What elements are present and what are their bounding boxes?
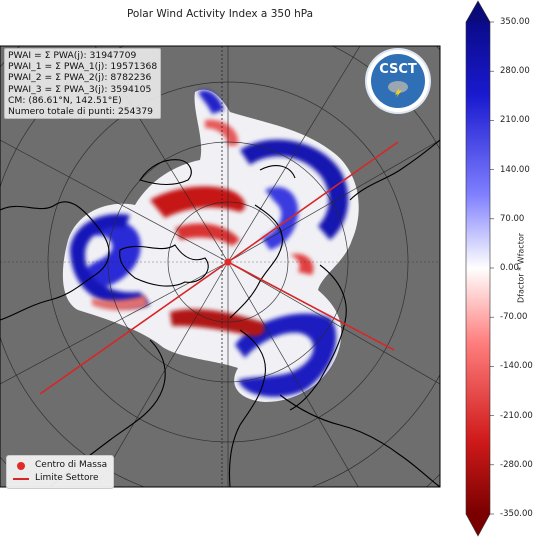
colorbar-tick-label: -280.00	[500, 459, 533, 470]
blue-band-west-outer	[70, 214, 150, 307]
map-panel	[0, 46, 440, 487]
red-band-east	[290, 253, 314, 275]
stat-center-of-mass: CM: (86.61°N, 142.51°E)	[8, 94, 122, 106]
colorbar-top-arrow	[466, 1, 490, 22]
legend-label-center-of-mass: Centro di Massa	[35, 460, 108, 470]
colorbar-tick-label: -70.00	[500, 312, 528, 323]
colorbar-tick-label: -350.00	[500, 509, 533, 519]
red-band-north	[150, 186, 246, 218]
colorbar-tick-label: 280.00	[500, 66, 530, 77]
stat-pwai-3: PWAI_3 = Σ PWA_3(j): 3594105	[8, 83, 152, 95]
sector-line-ne	[227, 141, 399, 263]
chart-title: Polar Wind Activity Index a 350 hPa	[126, 8, 314, 20]
map-frame	[0, 45, 441, 488]
colorbar-tick-label: -210.00	[500, 410, 533, 421]
colorbar-tick-label: 140.00	[500, 164, 530, 175]
red-band-west	[92, 295, 148, 311]
red-band-center	[175, 223, 240, 246]
map-legend: Centro di Massa Limite Settore	[6, 455, 115, 489]
legend-label-sector-limit: Limite Settore	[35, 473, 99, 483]
stat-pwai-2: PWAI_2 = Σ PWA_2(j): 8782236	[8, 72, 152, 84]
colorbar-tick-label: 70.00	[500, 213, 525, 224]
stat-pwai: PWAI = Σ PWA(j): 31947709	[8, 50, 137, 61]
sector-limit-lines	[39, 141, 399, 395]
blue-band-east	[262, 186, 299, 250]
colorbar-label: Dfactor * Wfactor	[516, 232, 526, 304]
sector-line-sw	[39, 261, 229, 395]
blue-band-north-east	[240, 139, 349, 240]
colorbar-tick-label: 350.00	[500, 17, 530, 27]
logo-acronym: CSCT	[379, 62, 417, 77]
sector-line-se	[227, 261, 395, 351]
colorbar	[465, 0, 494, 537]
colorbar-tick-label: 0.00	[500, 263, 519, 273]
sector-limit-symbol	[13, 477, 29, 480]
legend-entry-sector-limit: Limite Settore	[13, 472, 107, 485]
center-of-mass-marker	[224, 258, 232, 266]
red-band-south	[170, 309, 265, 337]
colorbar-tick-label: 210.00	[500, 115, 530, 126]
stat-total-points: Numero totale di punti: 254379	[8, 106, 154, 118]
colorbar-tick-label: -140.00	[500, 361, 533, 372]
colorbar-bottom-arrow	[466, 514, 490, 536]
statistics-box: PWAI = Σ PWA(j): 31947709 PWAI_1 = Σ PWA…	[4, 48, 162, 120]
blue-band-west	[80, 220, 141, 289]
colorbar-body	[466, 22, 490, 514]
csct-logo: CSCT	[367, 50, 429, 112]
cloud-lightning-icon	[388, 81, 408, 98]
center-of-mass-symbol	[17, 461, 25, 470]
stat-pwai-1: PWAI_1 = Σ PWA_1(j): 19571368	[8, 61, 158, 73]
red-band-north-top	[205, 119, 239, 146]
blue-band-north	[198, 90, 224, 114]
legend-entry-center-of-mass: Centro di Massa	[13, 459, 107, 472]
